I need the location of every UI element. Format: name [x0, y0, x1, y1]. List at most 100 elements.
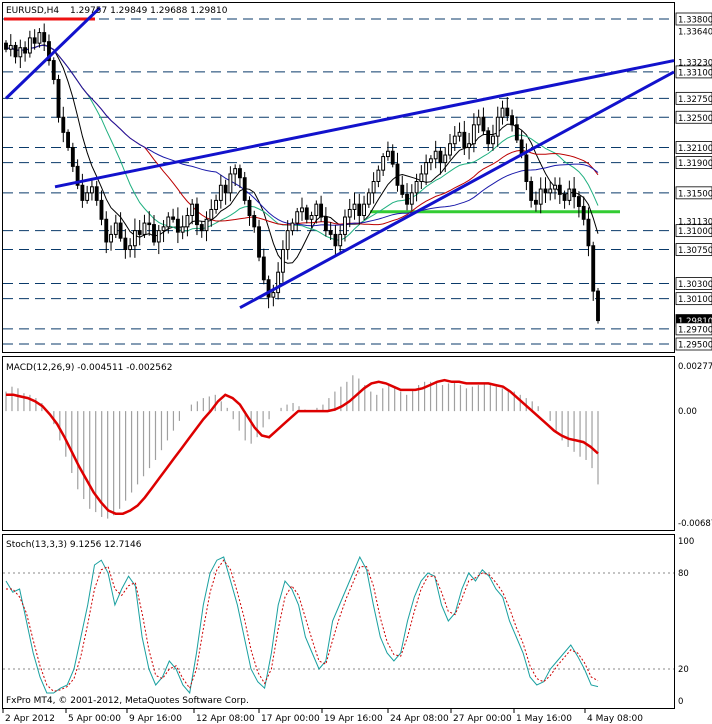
- macd-signal-line: [6, 378, 599, 515]
- candle-body: [75, 165, 80, 186]
- candle-body: [381, 156, 386, 171]
- candle-body: [171, 216, 176, 220]
- price-tick-label: 1.33640: [678, 28, 712, 38]
- candle-body: [505, 107, 510, 117]
- candle-body: [314, 203, 319, 217]
- candle-body: [132, 230, 137, 247]
- price-label-box: [675, 110, 712, 124]
- candle-body: [214, 199, 218, 210]
- candle-body: [285, 230, 290, 251]
- candle-body: [147, 222, 152, 226]
- candle-body: [319, 203, 324, 218]
- price-tick-label: 1.33100: [678, 68, 712, 78]
- candle-body: [37, 32, 42, 44]
- candle-body: [462, 131, 467, 148]
- price-label-box: [675, 186, 712, 200]
- time-tick-label: 24 Apr 08:00: [390, 714, 449, 724]
- candle-body: [113, 222, 118, 235]
- candle-body: [576, 196, 581, 207]
- candle-body: [524, 154, 529, 182]
- candle-body: [366, 192, 371, 205]
- candle-body: [338, 233, 343, 247]
- candle-body: [252, 215, 257, 228]
- time-tick-label: 19 Apr 16:00: [324, 714, 383, 724]
- stoch-signal-line: [6, 559, 599, 692]
- candle-body: [90, 186, 94, 194]
- candle-body: [438, 150, 443, 164]
- price-tick-label: 1.29810: [678, 317, 712, 327]
- candle-body: [486, 130, 491, 145]
- trendline-channel-top: [54, 59, 675, 189]
- candle-body: [195, 203, 199, 226]
- candle-body: [304, 207, 309, 220]
- candle-body: [491, 135, 495, 145]
- stoch-tick-label: 100: [678, 537, 694, 547]
- candle-body: [328, 230, 333, 235]
- candle-body: [562, 193, 567, 201]
- candle-body: [8, 44, 13, 50]
- candle-body: [295, 211, 300, 224]
- candle-body: [362, 203, 366, 217]
- candle-body: [266, 279, 271, 298]
- candle-body: [238, 168, 242, 179]
- candle-body: [233, 168, 238, 175]
- candle-body: [300, 207, 304, 213]
- copyright-text: FxPro MT4, © 2001-2012, MetaQuotes Softw…: [6, 696, 249, 706]
- candle-body: [137, 230, 142, 235]
- moving-averages: [5, 44, 599, 264]
- macd-tick-label: -0.00687: [678, 519, 712, 529]
- macd-title: MACD(12,26,9) -0.004511 -0.002562: [6, 363, 172, 373]
- candle-body: [128, 245, 133, 251]
- candle-body: [51, 60, 56, 80]
- price-tick-label: 1.33800: [678, 16, 712, 26]
- price-tick-label: 1.33230: [678, 59, 712, 69]
- time-tick-label: 1 May 16:00: [516, 714, 572, 724]
- candlesticks: [4, 23, 600, 324]
- price-tick-label: 1.31130: [678, 217, 712, 227]
- candle-body: [85, 192, 90, 201]
- ohlc-values: 1.29757 1.29849 1.29688 1.29810: [70, 6, 228, 16]
- candle-body: [223, 184, 228, 194]
- macd-tick-label: 0.00277: [678, 362, 712, 372]
- candle-body: [352, 203, 357, 210]
- candle-body: [209, 208, 214, 220]
- candle-body: [309, 215, 314, 220]
- time-tick-label: 12 Apr 08:00: [196, 714, 255, 724]
- price-tick-label: 1.31000: [678, 227, 712, 237]
- trend-lines: [4, 6, 675, 310]
- candle-body: [471, 124, 476, 145]
- candle-body: [4, 42, 8, 50]
- time-tick-label: 17 Apr 00:00: [261, 714, 320, 724]
- candle-body: [371, 181, 376, 194]
- candle-body: [529, 181, 534, 201]
- macd-panel-frame: [2, 356, 675, 531]
- candle-body: [376, 169, 381, 183]
- candle-body: [104, 218, 109, 243]
- candle-body: [414, 181, 419, 194]
- candle-body: [32, 37, 37, 44]
- candle-body: [99, 199, 104, 220]
- candle-body: [452, 135, 457, 145]
- candle-body: [218, 184, 223, 201]
- price-label-box: [675, 277, 712, 290]
- stoch-tick-label: 0: [678, 697, 683, 707]
- candle-body: [333, 233, 338, 247]
- candle-body: [204, 218, 209, 232]
- price-tick-label: 1.30100: [678, 295, 712, 305]
- price-label-box: [675, 141, 712, 154]
- ma-long-line: [5, 44, 599, 227]
- candle-body: [567, 188, 572, 201]
- candle-body: [495, 116, 500, 137]
- price-tick-label: 1.29700: [678, 325, 712, 335]
- candle-body: [548, 188, 553, 194]
- price-panel-frame: [2, 2, 675, 353]
- candle-body: [543, 188, 548, 194]
- candle-body: [161, 226, 166, 232]
- candle-body: [199, 224, 204, 232]
- candle-body: [27, 37, 32, 54]
- candle-body: [443, 154, 448, 164]
- stoch-tick-label: 20: [678, 665, 689, 675]
